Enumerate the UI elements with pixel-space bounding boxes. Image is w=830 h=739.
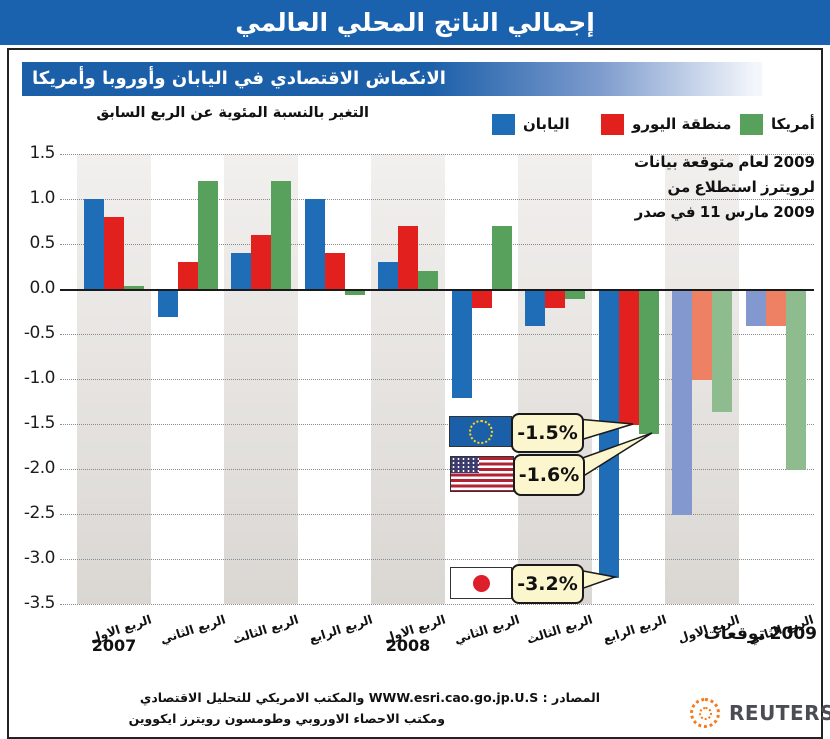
bar-eurozone-q5 [471, 290, 492, 308]
gridline--1.0 [60, 379, 814, 380]
sources-line1: المصادر : WWW.esri.cao.go.jp.U.S والمكتب… [139, 690, 600, 705]
bar-japan-q8 [672, 290, 692, 515]
bar-japan-q5 [451, 290, 472, 398]
bar-eurozone-q7 [618, 290, 639, 425]
bar-eurozone-q2 [251, 235, 271, 289]
legend-label-eurozone: منطقة اليورو [632, 115, 732, 133]
reuters-wordmark: REUTERS [729, 701, 830, 725]
year-label-2009-forecast: توقعات 2009 [703, 624, 817, 644]
bar-eurozone-q3 [324, 253, 345, 289]
bar-america-q8 [712, 290, 732, 412]
bar-japan-q4 [378, 262, 398, 289]
y-tick--2.5: -2.5 [23, 503, 56, 523]
forecast-note-line2: من استطلاع لرويترز [667, 178, 815, 196]
eu-flag [449, 416, 512, 447]
legend-item-america: أمريكا [740, 112, 815, 136]
gridline-1.0 [60, 199, 814, 200]
gridline--2.5 [60, 514, 814, 515]
us-flag [450, 456, 514, 492]
bar-japan-q0 [84, 199, 104, 289]
bar-america-q1 [197, 181, 218, 289]
callout-tails [576, 418, 653, 592]
legend-item-japan: اليابان [492, 112, 570, 136]
legend-label-america: أمريكا [771, 115, 815, 133]
gridline--3.5 [60, 604, 814, 605]
chart-frame: الانكماش الاقتصادي في اليابان وأوروبا وأ… [7, 48, 830, 739]
eu-stars-circle [468, 419, 493, 444]
zero-axis-line [60, 289, 814, 291]
america-swatch [740, 113, 763, 135]
year-label-2007: 2007 [91, 636, 137, 655]
bar-eurozone-q9 [765, 290, 786, 326]
title-banner: إجمالي الناتج المحلي العالمي [0, 0, 830, 45]
y-tick-0.0: 0.0 [29, 278, 55, 298]
forecast-note-line3: صدر في 11 مارس 2009 [634, 203, 815, 221]
y-tick-0.5: 0.5 [29, 233, 55, 253]
gridline--0.5 [60, 334, 814, 335]
bar-japan-q1 [157, 290, 178, 317]
y-tick--3.5: -3.5 [23, 593, 56, 613]
gridline--3.0 [60, 559, 814, 560]
y-tick--3.0: -3.0 [23, 548, 56, 568]
axis-note: التغير بالنسبة المئوية عن الربع السابق [96, 105, 369, 121]
legend-item-eurozone: منطقة اليورو [601, 112, 731, 136]
eurozone-swatch [601, 113, 624, 135]
japan-swatch [492, 113, 515, 135]
year-label-2008: 2008 [385, 636, 431, 655]
bar-eurozone-q0 [104, 217, 124, 289]
y-tick--0.5: -0.5 [23, 323, 56, 343]
bar-america-q9 [785, 290, 806, 470]
y-tick--1.5: -1.5 [23, 413, 56, 433]
japan-callout: -3.2% [511, 564, 584, 604]
page-title: إجمالي الناتج المحلي العالمي [235, 8, 595, 37]
gridline--2.0 [60, 469, 814, 470]
bar-japan-q6 [525, 290, 545, 326]
subtitle-banner: الانكماش الاقتصادي في اليابان وأوروبا وأ… [22, 62, 762, 96]
bar-america-q5 [491, 226, 512, 289]
bar-eurozone-q1 [177, 262, 198, 289]
usa-callout: -1.6% [513, 454, 585, 496]
japan-flag-sun [472, 574, 490, 592]
bar-eurozone-q4 [398, 226, 418, 289]
reuters-orb-icon [690, 698, 720, 728]
gridline-0.5 [60, 244, 814, 245]
bar-america-q4 [418, 271, 438, 289]
subtitle-text: الانكماش الاقتصادي في اليابان وأوروبا وأ… [32, 68, 446, 89]
bar-eurozone-q6 [545, 290, 565, 308]
gridline--1.5 [60, 424, 814, 425]
eurozone-callout: -1.5% [511, 413, 584, 453]
bar-japan-q9 [745, 290, 766, 326]
y-tick--1.0: -1.0 [23, 368, 56, 388]
bar-eurozone-q8 [692, 290, 712, 380]
forecast-note: بيانات متوقعة لعام 2009 من استطلاع لرويترز صد… [555, 150, 815, 225]
bar-america-q6 [565, 290, 585, 299]
sources-line2: ومكتب الاحصاء الاوروبي وطومسون رويترز اي… [128, 711, 445, 726]
bar-america-q7 [638, 290, 659, 434]
us-flag-canton [451, 457, 479, 473]
bar-japan-q3 [304, 199, 325, 289]
bar-japan-q2 [231, 253, 251, 289]
bar-america-q0 [124, 286, 144, 289]
japan-flag [450, 567, 512, 599]
bar-america-q3 [344, 290, 365, 295]
reuters-logo: REUTERS [690, 698, 830, 728]
y-tick-1.5: 1.5 [29, 143, 55, 163]
y-tick-1.0: 1.0 [29, 188, 55, 208]
gridline-1.5 [60, 154, 814, 155]
bar-japan-q7 [598, 290, 619, 578]
forecast-note-line1: بيانات متوقعة لعام 2009 [634, 153, 815, 171]
y-tick--2.0: -2.0 [23, 458, 56, 478]
legend-label-japan: اليابان [523, 115, 570, 133]
plot-area: 1.5 1.0 0.5 0.0 -0.5 -1.0 -1.5 -2.0 -2.5 -3.0 -3.5… [9, 50, 821, 737]
bar-america-q2 [271, 181, 291, 289]
